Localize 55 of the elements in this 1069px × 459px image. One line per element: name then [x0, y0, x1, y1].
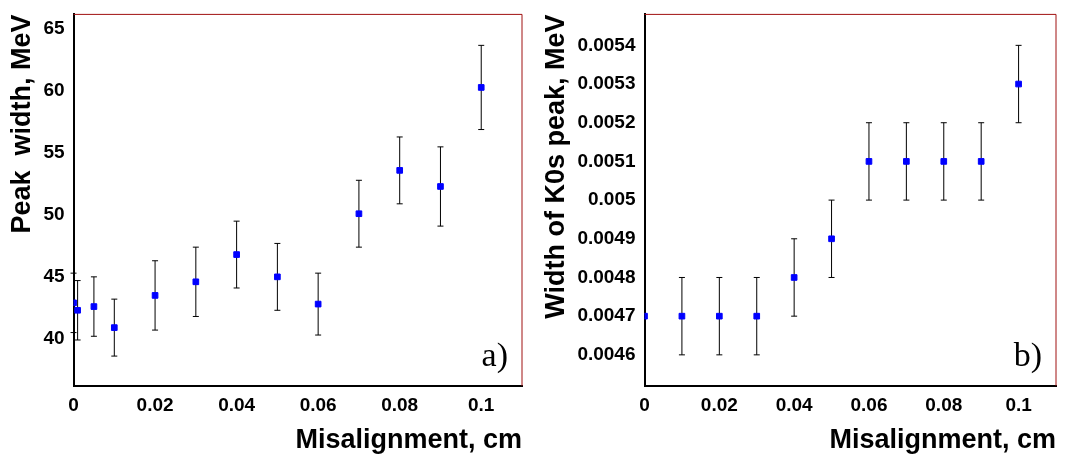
- x-tick-label: 0.06: [850, 394, 888, 416]
- point: [192, 278, 200, 286]
- y-tick-label: 0.0047: [577, 304, 636, 326]
- x-tick-label: 0.02: [136, 394, 174, 416]
- point: [977, 158, 985, 165]
- x-tick-label: 0.02: [700, 394, 738, 416]
- y-tick-label: 45: [43, 265, 65, 287]
- x-tick-label: 0: [68, 394, 79, 416]
- y-tick-label: 0.0053: [577, 72, 636, 94]
- y-tick-label: 0.0046: [577, 343, 636, 365]
- y-tick-label: 55: [43, 141, 65, 163]
- y-tick-label: 50: [43, 203, 65, 225]
- point: [151, 292, 159, 299]
- y-tick-label: 0.0049: [577, 227, 636, 249]
- point: [828, 235, 835, 243]
- annotation: b): [1013, 335, 1042, 374]
- point: [396, 167, 404, 174]
- y-axis-title: Width of K0s peak, MeV: [539, 14, 570, 319]
- point: [355, 210, 363, 218]
- x-tick-label: 0: [639, 394, 650, 416]
- point: [233, 251, 240, 258]
- point: [790, 274, 798, 281]
- y-tick-label: 60: [43, 79, 65, 101]
- point: [716, 312, 723, 320]
- y-tick-label: 65: [43, 17, 65, 39]
- x-tick-label: 0.1: [1005, 394, 1033, 416]
- point: [110, 324, 118, 331]
- annotation: a): [481, 335, 508, 374]
- point: [678, 312, 686, 320]
- point: [477, 84, 485, 91]
- x-tick-label: 0.04: [218, 394, 256, 416]
- point: [865, 158, 873, 165]
- x-tick-label: 0.1: [468, 394, 495, 416]
- x-tick-label: 0.06: [299, 394, 337, 416]
- point: [274, 273, 281, 281]
- point: [90, 303, 98, 310]
- x-tick-label: 0.08: [925, 394, 963, 416]
- point: [74, 306, 81, 314]
- point: [940, 158, 948, 165]
- y-tick-label: 0.0054: [577, 33, 636, 55]
- y-axis-title: Peak width, MeV: [5, 14, 36, 234]
- point: [314, 300, 322, 308]
- y-tick-label: 0.0048: [577, 265, 636, 287]
- y-tick-label: 40: [43, 326, 65, 348]
- x-axis-title: Misalignment, cm: [829, 424, 1056, 455]
- point: [753, 312, 761, 320]
- y-tick-label: 0.0051: [577, 149, 636, 171]
- point: [903, 158, 910, 165]
- y-tick-label: 0.005: [587, 188, 636, 210]
- x-tick-label: 0.04: [775, 394, 814, 416]
- y-tick-label: 0.0052: [577, 110, 636, 132]
- point: [437, 183, 444, 190]
- point: [1015, 80, 1022, 88]
- x-tick-label: 0.08: [381, 394, 419, 416]
- x-axis-title: Misalignment, cm: [295, 424, 522, 455]
